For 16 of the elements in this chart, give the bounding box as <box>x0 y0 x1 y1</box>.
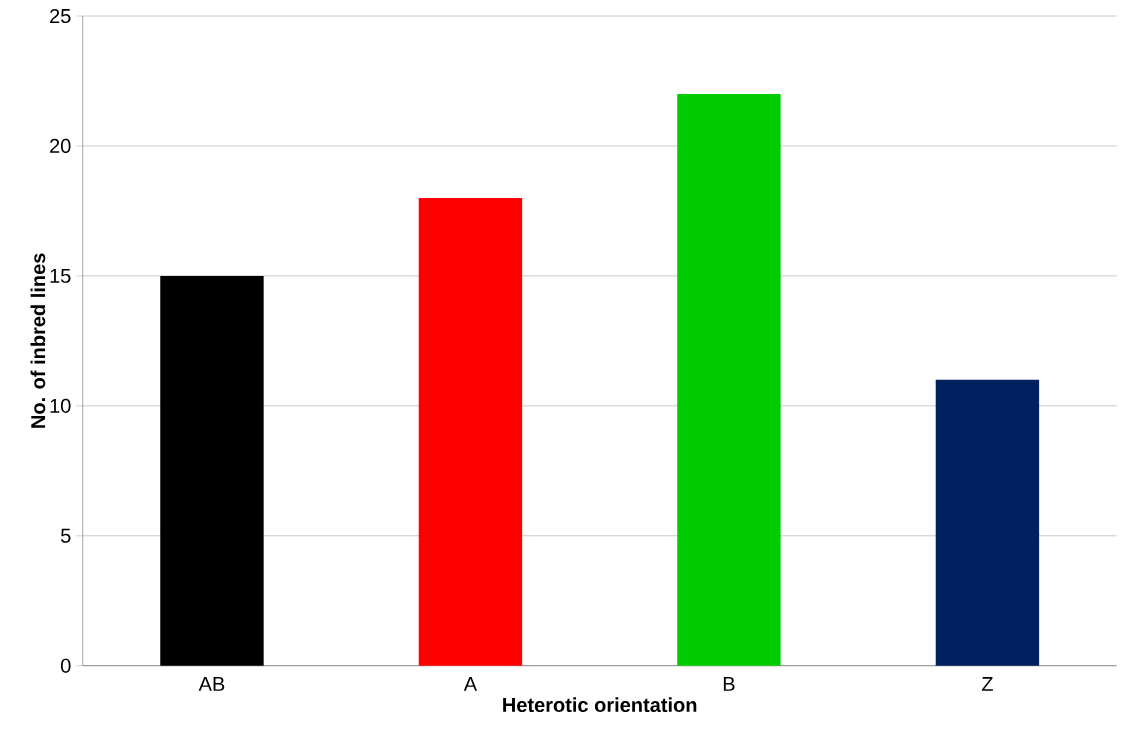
y-tick-label: 10 <box>50 398 71 413</box>
x-axis-title: Heterotic orientation <box>503 697 697 712</box>
x-tick-label: AB <box>198 676 225 691</box>
x-tick-label: Z <box>981 676 993 691</box>
bar <box>160 275 264 666</box>
y-tick-label: 15 <box>50 268 71 283</box>
y-tick-label: 0 <box>60 658 71 673</box>
y-tick-label: 20 <box>50 138 71 153</box>
y-axis-title: No. of inbred lines <box>30 253 46 428</box>
x-tick-label: B <box>723 676 735 691</box>
bar <box>418 197 523 666</box>
y-tick-label: 5 <box>61 528 71 543</box>
y-tick-label: 25 <box>50 8 71 23</box>
bar <box>677 93 781 666</box>
x-tick-label: A <box>463 676 478 691</box>
bar <box>935 379 1040 666</box>
